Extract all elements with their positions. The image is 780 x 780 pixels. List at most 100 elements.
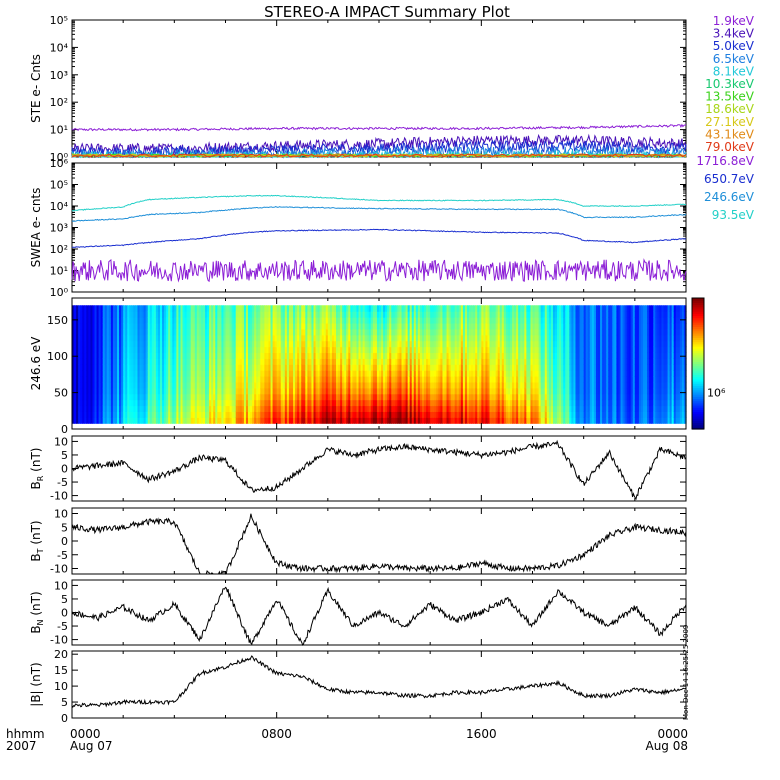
pad-cell [239,393,243,401]
pad-cell [211,311,214,318]
pad-cell [430,311,433,318]
pad-cell [223,387,227,395]
pad-cell [239,381,243,389]
pad-cell [188,370,192,377]
pad-cell [133,393,137,401]
pad-cell [172,393,175,401]
pad-cell [471,381,474,389]
pad-cell [497,376,501,383]
pad-cell [350,376,353,383]
pad-cell [376,346,380,354]
pad-cell [245,317,249,324]
pad-cell [450,317,454,324]
pad-cell [413,376,417,383]
pad-cell [74,346,77,354]
pad-cell [487,334,491,342]
pad-cell [78,405,81,412]
pad-cell [350,370,353,377]
pad-cell [385,399,388,407]
pad-cell [503,352,507,359]
pad-cell [327,305,331,312]
pad-cell [473,393,476,401]
pad-cell [112,334,116,342]
pad-cell [155,411,159,418]
pad-cell [200,387,204,395]
pad-cell [497,387,501,395]
pad-cell [235,364,239,371]
pad-cell [419,393,423,401]
pad-cell [190,405,194,412]
pad-cell [172,322,175,330]
pad-cell [92,411,96,418]
pad-cell [458,393,462,401]
pad-cell [403,317,407,324]
pad-cell [114,405,118,412]
pad-cell [424,387,427,395]
pad-cell [550,334,554,342]
pad-cell [268,376,272,383]
pad-cell [231,376,235,383]
pad-cell [374,393,378,401]
pad-cell [102,346,106,354]
pad-cell [297,328,300,336]
pad-cell [354,358,358,365]
pad-cell [362,317,366,324]
pad-cell [512,370,515,377]
pad-cell [149,370,153,377]
pad-cell [72,305,75,312]
pad-cell [311,328,315,336]
pad-cell [483,405,487,412]
pad-cell [362,364,366,371]
pad-cell [370,405,374,412]
pad-cell [507,305,511,312]
pad-cell [162,376,165,383]
pad-cell [184,305,188,312]
pad-cell [239,317,243,324]
pad-cell [209,340,212,348]
pad-cell [178,376,182,383]
pad-cell [157,417,161,424]
pad-cell [178,417,182,424]
pad-cell [333,393,337,401]
pad-cell [514,340,517,348]
pad-cell [342,311,345,318]
pad-cell [258,387,261,395]
pad-cell [454,346,458,354]
pad-cell [385,305,388,312]
pad-cell [180,340,184,348]
pad-cell [329,393,333,401]
pad-cell [186,399,190,407]
pad-cell [550,381,554,389]
pad-cell [485,346,489,354]
pad-cell [72,334,75,342]
pad-cell [381,417,384,424]
pad-cell [301,387,304,395]
pad-cell [260,346,263,354]
pad-cell [446,346,450,354]
pad-cell [387,311,390,318]
pad-cell [421,387,425,395]
pad-cell [348,346,351,354]
pad-cell [509,328,513,336]
pad-cell [248,305,251,312]
pad-cell [364,340,368,348]
pad-cell [381,376,384,383]
pad-cell [327,317,331,324]
pad-cell [266,417,270,424]
pad-cell [393,405,396,412]
pad-cell [485,405,489,412]
pad-cell [139,417,143,424]
pad-cell [278,317,282,324]
pad-cell [301,405,304,412]
pad-cell [434,322,437,330]
pad-cell [358,334,362,342]
pad-cell [231,334,235,342]
pad-cell [509,311,513,318]
pad-cell [162,381,165,389]
pad-cell [164,358,167,365]
swea-series-2 [71,206,687,222]
pad-cell [497,358,501,365]
pad-cell [524,399,527,407]
pad-cell [546,364,550,371]
pad-cell [245,405,249,412]
